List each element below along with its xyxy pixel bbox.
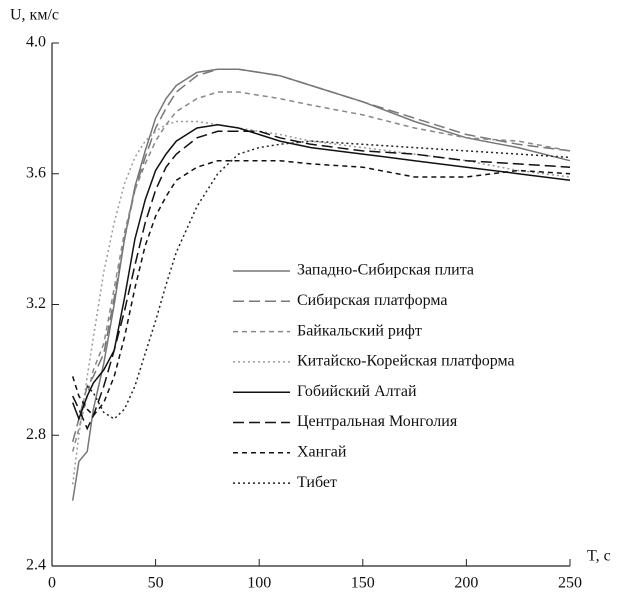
x-tick-label: 0 [48, 575, 56, 592]
series-line [71, 68, 571, 442]
series-line [71, 123, 571, 422]
y-tick-label: 2.8 [26, 426, 46, 443]
x-tick-label: 50 [148, 575, 164, 592]
x-axis-label: T, с [587, 548, 611, 565]
series-line [71, 68, 571, 501]
legend-label: Центральная Монголия [297, 413, 458, 430]
legend-label: Тибет [297, 474, 337, 491]
series-line [71, 159, 571, 417]
x-tick-label: 250 [558, 575, 582, 592]
y-axis-label: U, км/с [10, 7, 59, 24]
x-tick-label: 150 [351, 575, 375, 592]
legend-label: Гобийский Алтай [297, 383, 417, 400]
legend-label: Хангай [297, 443, 347, 460]
y-tick-label: 3.6 [26, 164, 46, 181]
legend-label: Байкальский рифт [297, 322, 422, 339]
series-line [72, 130, 571, 431]
x-tick-label: 200 [454, 575, 478, 592]
y-tick-label: 2.4 [26, 557, 46, 574]
series-line [71, 91, 571, 452]
x-tick-label: 100 [247, 575, 271, 592]
legend-label: Китайско-Корейская платформа [297, 353, 515, 370]
series-line [71, 120, 571, 485]
y-tick-label: 4.0 [26, 34, 46, 51]
series-line [86, 140, 571, 420]
legend-label: Западно-Сибирская плита [297, 262, 474, 279]
y-tick-label: 3.2 [26, 295, 46, 312]
legend-label: Сибирская платформа [297, 292, 448, 309]
